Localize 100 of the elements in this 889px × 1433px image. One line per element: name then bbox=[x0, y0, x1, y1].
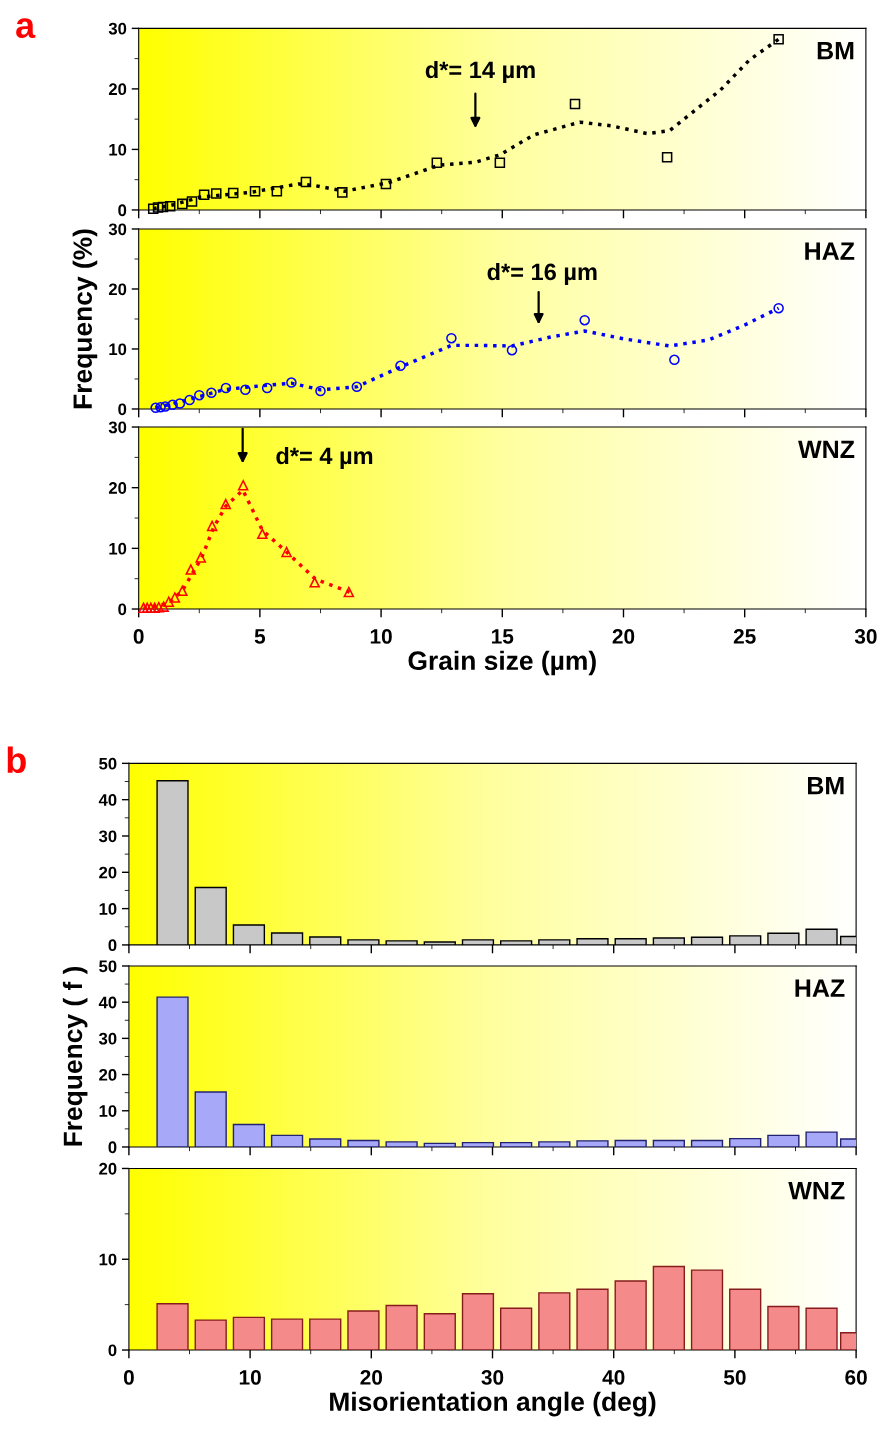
point bbox=[431, 157, 443, 169]
bar bbox=[194, 1091, 227, 1147]
bar bbox=[309, 1318, 342, 1351]
annotation: d*= 4 µm bbox=[276, 446, 373, 469]
y-axis-title: Frequency ( f ) bbox=[62, 966, 88, 1146]
bar bbox=[385, 1304, 418, 1351]
point bbox=[227, 187, 239, 199]
bar bbox=[690, 1139, 724, 1147]
chart-title: BM bbox=[817, 42, 854, 60]
y-tick-label: 10 bbox=[99, 1105, 117, 1117]
point bbox=[198, 189, 210, 201]
point bbox=[773, 33, 784, 45]
point bbox=[380, 178, 392, 190]
text: a bbox=[16, 18, 36, 39]
point bbox=[177, 198, 188, 210]
y-tick-label: 30 bbox=[98, 830, 117, 843]
y-tick-label: 30 bbox=[108, 22, 127, 35]
y-tick-label: 20 bbox=[99, 866, 117, 879]
bar bbox=[194, 1319, 227, 1351]
point bbox=[669, 354, 680, 366]
y-tick-label: 40 bbox=[98, 794, 117, 806]
y-tick-label: 0 bbox=[118, 603, 127, 616]
bar bbox=[156, 1303, 189, 1351]
bar bbox=[729, 1288, 762, 1351]
y-tick-label: 40 bbox=[98, 996, 117, 1009]
chart-title: HAZ bbox=[795, 979, 845, 997]
y-tick-label: 50 bbox=[99, 757, 117, 770]
bar bbox=[232, 1123, 266, 1147]
point bbox=[773, 302, 784, 314]
text: b bbox=[7, 746, 26, 774]
point bbox=[174, 398, 186, 409]
point bbox=[150, 402, 161, 414]
x-axis-title: Misorientation angle (deg) bbox=[330, 1391, 656, 1417]
point bbox=[163, 596, 175, 608]
point bbox=[286, 377, 297, 388]
point bbox=[261, 382, 273, 394]
point bbox=[446, 332, 457, 344]
point bbox=[194, 389, 205, 401]
chart-title: BM bbox=[807, 776, 844, 795]
y-tick-label: 0 bbox=[108, 939, 117, 952]
point bbox=[569, 98, 581, 110]
annotation: d*= 16 µm bbox=[487, 262, 597, 285]
point bbox=[281, 546, 292, 558]
bar bbox=[309, 1138, 342, 1147]
point bbox=[167, 399, 178, 411]
point bbox=[155, 401, 166, 413]
point bbox=[271, 185, 283, 197]
bar bbox=[729, 1137, 762, 1147]
point bbox=[152, 202, 164, 213]
x-tick-label: 0 bbox=[133, 629, 144, 644]
bar bbox=[652, 1139, 686, 1147]
x-tick-label: 25 bbox=[733, 629, 756, 644]
bar bbox=[347, 1310, 380, 1351]
y-tick-label: 30 bbox=[98, 1032, 117, 1045]
point bbox=[220, 498, 231, 510]
bar bbox=[423, 1142, 456, 1147]
bar bbox=[156, 996, 189, 1147]
bar bbox=[576, 1288, 609, 1351]
bar bbox=[767, 1305, 800, 1351]
point bbox=[249, 185, 261, 197]
point bbox=[169, 592, 181, 603]
point bbox=[220, 382, 232, 394]
chart-title: WNZ bbox=[788, 1182, 845, 1200]
point bbox=[158, 601, 169, 612]
point bbox=[351, 381, 363, 393]
point bbox=[195, 552, 207, 563]
annotation: d*= 14 µm bbox=[425, 60, 535, 83]
bar bbox=[499, 1307, 533, 1351]
x-tick-label: 30 bbox=[481, 1370, 504, 1385]
bar bbox=[690, 1269, 724, 1351]
bar bbox=[499, 1141, 533, 1147]
point bbox=[237, 479, 249, 491]
y-tick-label: 50 bbox=[99, 960, 117, 973]
y-tick-label: 20 bbox=[108, 83, 127, 96]
x-tick-label: 60 bbox=[845, 1370, 867, 1385]
y-tick-label: 10 bbox=[109, 343, 127, 356]
point bbox=[164, 201, 176, 212]
bar bbox=[423, 1313, 456, 1351]
bar bbox=[270, 1318, 304, 1351]
bar bbox=[270, 1134, 304, 1147]
x-tick-label: 20 bbox=[360, 1370, 383, 1385]
bar bbox=[614, 1280, 647, 1351]
y-tick-label: 0 bbox=[118, 204, 127, 217]
x-tick-label: 10 bbox=[370, 629, 392, 644]
bar bbox=[805, 1307, 838, 1351]
bar bbox=[385, 1141, 418, 1147]
point bbox=[186, 196, 198, 207]
y-tick-label: 20 bbox=[99, 1162, 117, 1175]
bar bbox=[767, 1134, 800, 1147]
point bbox=[579, 314, 590, 326]
y-tick-label: 30 bbox=[108, 223, 127, 236]
point bbox=[157, 201, 169, 213]
y-tick-label: 10 bbox=[99, 1253, 117, 1266]
point bbox=[185, 564, 197, 575]
bar bbox=[538, 1141, 571, 1147]
bar bbox=[232, 1316, 266, 1351]
y-axis-title: Frequency (%) bbox=[72, 229, 98, 409]
x-tick-label: 40 bbox=[602, 1370, 625, 1385]
y-tick-label: 10 bbox=[99, 903, 117, 915]
chart-title: HAZ bbox=[805, 242, 855, 260]
